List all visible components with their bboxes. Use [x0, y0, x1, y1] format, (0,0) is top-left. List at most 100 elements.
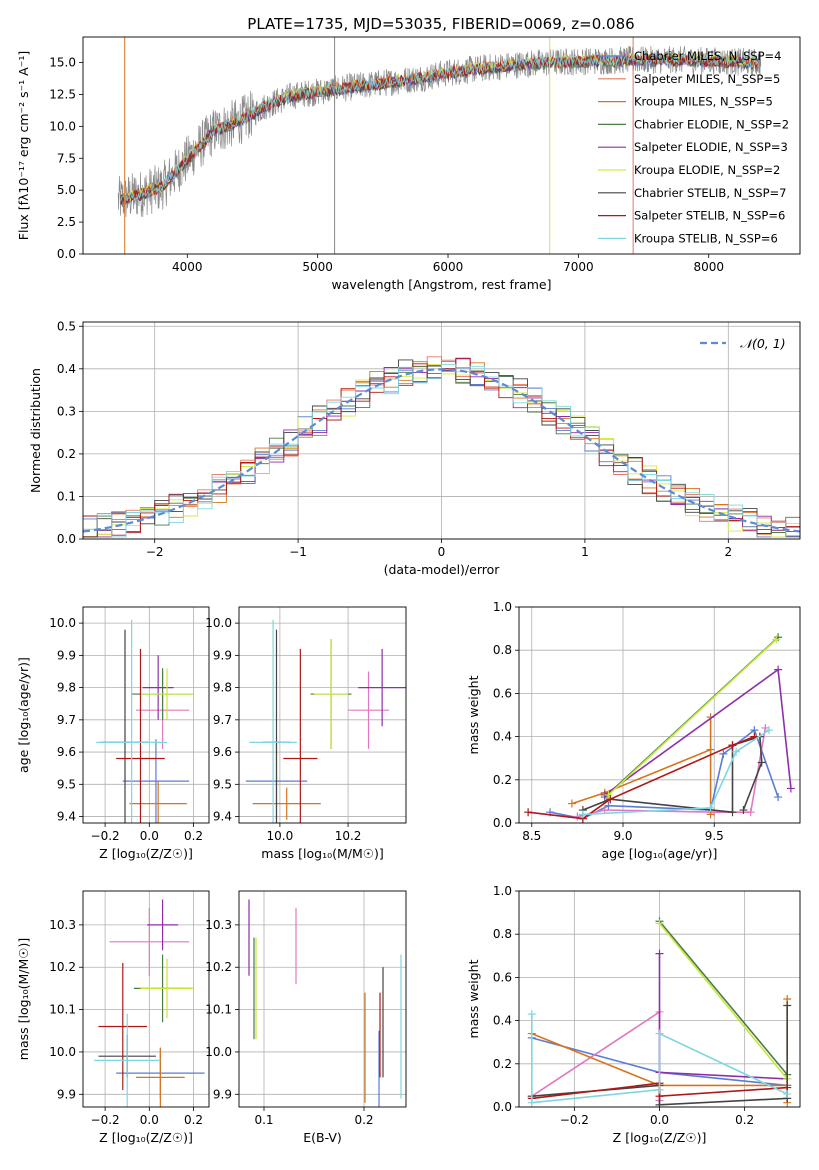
weight-marker: [655, 1029, 664, 1038]
error-bar-point: [140, 668, 194, 720]
y-tick-label: 10.2: [205, 960, 232, 974]
plot-area: [94, 899, 205, 1107]
figure-title: PLATE=1735, MJD=53035, FIBERID=0069, z=0…: [247, 15, 634, 33]
panel-mass-vs-Z: −0.2 0.0 0.2 9.9 10.0 10.1 10.2 10.3 Z [log₁₀(Z/…: [16, 890, 210, 1145]
model-spectrum: [120, 52, 759, 204]
y-tick-label: 9.8: [57, 681, 76, 695]
plot-area: [527, 917, 792, 1107]
y-tick-label: 0.4: [57, 362, 76, 376]
gaussian-curve: [83, 368, 800, 533]
weight-series: [578, 726, 773, 819]
panel-mass-vs-EBV: 0.1 0.2 9.9 10.0 10.1 10.2 10.3 E(B-V): [205, 890, 407, 1145]
y-tick-label: 10.1: [205, 1003, 232, 1017]
x-tick-label: 8000: [693, 260, 724, 274]
legend-label: Salpeter STELIB, N_SSP=6: [634, 209, 785, 223]
x-axis-label: E(B-V): [303, 1130, 342, 1145]
weight-marker: [757, 758, 766, 767]
weight-marker: [567, 799, 576, 808]
weight-series: [600, 665, 795, 799]
weight-marker: [604, 801, 613, 810]
error-bar-point: [109, 907, 190, 976]
axes-frame: [238, 890, 407, 1108]
x-tick-label: 0.0: [650, 1113, 669, 1127]
error-bar-point: [249, 619, 297, 823]
legend-label: Chabrier MILES, N_SSP=4: [634, 49, 781, 63]
y-tick-label: 0.6: [493, 970, 512, 984]
weight-line: [607, 638, 777, 796]
x-tick-label: 9.5: [705, 829, 724, 843]
plot-area: [248, 899, 402, 1107]
x-axis-label: Z [log₁₀(Z/Z☉)]: [99, 1130, 193, 1145]
x-tick-label: 0.2: [184, 1113, 203, 1127]
y-tick-label: 9.5: [213, 777, 232, 791]
x-tick-label: 0.0: [140, 1113, 159, 1127]
y-tick-label: 0.2: [57, 447, 76, 461]
legend-label: 𝒩(0, 1): [740, 336, 786, 351]
y-tick-label: 0.0: [493, 816, 512, 830]
y-tick-label: 0.0: [493, 1100, 512, 1114]
y-tick-label: 9.9: [213, 1087, 232, 1101]
y-tick-label: 9.9: [57, 1087, 76, 1101]
panel-spectrum: 4000 5000 6000 7000 8000 0.0 2.5 5.0 7.5 10.0 12.5…: [16, 36, 801, 292]
x-tick-label: 2: [724, 545, 732, 559]
y-tick-label: 10.0: [205, 616, 232, 630]
x-tick-label: −0.2: [560, 1113, 589, 1127]
x-axis-label: wavelength [Angstrom, rest frame]: [331, 277, 551, 292]
y-tick-label: 1.0: [493, 600, 512, 614]
error-bar-point: [142, 655, 174, 720]
y-tick-label: 9.4: [57, 810, 76, 824]
y-tick-label: 0.5: [57, 319, 76, 333]
weight-marker: [655, 919, 664, 928]
axes-frame: [518, 606, 801, 824]
legend-label: Kroupa ELODIE, N_SSP=2: [634, 163, 780, 177]
error-bar-point: [122, 739, 190, 823]
legend-label: Chabrier ELODIE, N_SSP=2: [634, 117, 789, 131]
y-tick-label: 0.4: [493, 1014, 512, 1028]
y-tick-label: 10.0: [49, 119, 76, 133]
weight-series: [527, 1010, 792, 1107]
x-tick-label: 0.2: [735, 1113, 754, 1127]
error-bar-point: [358, 648, 406, 727]
plot-area: [117, 37, 762, 254]
x-tick-label: 8.5: [522, 829, 541, 843]
weight-marker: [604, 790, 613, 799]
weight-series: [604, 635, 781, 799]
y-tick-label: 0.4: [493, 730, 512, 744]
weight-marker: [783, 1090, 792, 1099]
x-tick-label: 0.1: [254, 1113, 273, 1127]
weight-marker: [524, 808, 533, 817]
error-bar-point: [98, 963, 148, 1091]
weight-series: [524, 732, 759, 823]
y-tick-label: 9.6: [57, 745, 76, 759]
weight-marker: [578, 810, 587, 819]
panel-age-vs-mass: 10.0 10.2 9.4 9.5 9.6 9.7 9.8 9.9 10.0 mass [log₁…: [205, 606, 407, 861]
y-tick-label: 10.3: [49, 918, 76, 932]
x-tick-label: 10.0: [267, 829, 294, 843]
weight-marker: [746, 808, 755, 817]
axes-frame: [82, 36, 801, 255]
y-tick-label: 9.7: [213, 713, 232, 727]
x-axis-label: Z [log₁₀(Z/Z☉)]: [99, 846, 193, 861]
y-axis-label: age [log₁₀(age/yr)]: [16, 657, 31, 773]
weight-marker: [732, 747, 741, 756]
y-tick-label: 9.7: [57, 713, 76, 727]
error-bar-point: [252, 787, 321, 820]
weight-marker: [655, 1100, 664, 1107]
y-tick-label: 9.6: [213, 745, 232, 759]
weight-marker: [606, 795, 615, 804]
weight-marker: [772, 635, 781, 644]
y-axis-label: mass weight: [466, 675, 481, 754]
y-tick-label: 0.1: [57, 489, 76, 503]
weight-line: [658, 922, 788, 1080]
y-tick-label: 0.6: [493, 686, 512, 700]
plot-area: [245, 619, 406, 823]
plot-area: [83, 356, 800, 538]
panel-age-vs-Z: −0.2 0.0 0.2 9.4 9.5 9.6 9.7 9.8 9.9 10.0 Z [log₁₀…: [16, 606, 210, 861]
y-tick-label: 7.5: [57, 151, 76, 165]
residual-histogram: [83, 360, 800, 538]
y-tick-label: 0.0: [57, 532, 76, 546]
x-tick-label: −1: [289, 545, 307, 559]
x-tick-label: 6000: [433, 260, 464, 274]
x-axis-label: Z [log₁₀(Z/Z☉)]: [613, 1130, 707, 1145]
y-tick-label: 0.3: [57, 404, 76, 418]
